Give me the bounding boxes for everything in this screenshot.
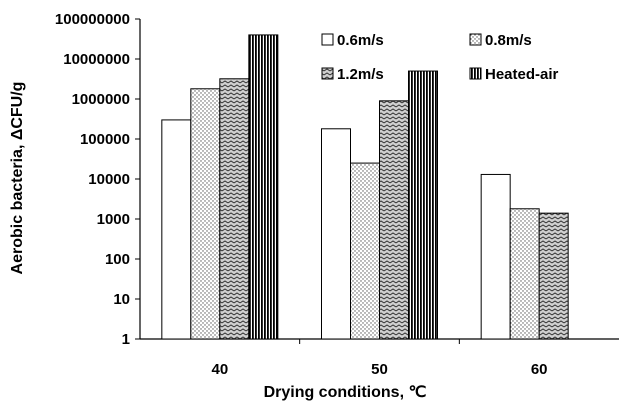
legend-label: 1.2m/s (337, 66, 384, 83)
tick-labels: 1 10 100 1000 10000 100000 1000000 10000000 1000… (55, 11, 548, 378)
x-tick-label: 60 (531, 361, 548, 378)
legend-label: Heated-air (485, 66, 559, 83)
legend-swatch (469, 67, 482, 80)
bar-0-6m-s-50 (321, 128, 351, 340)
y-tick-label: 1 (122, 331, 130, 348)
legend-swatch (321, 67, 334, 80)
x-tick-label: 40 (211, 361, 228, 378)
legend-swatch (321, 33, 334, 46)
legend-label: 0.8m/s (485, 32, 532, 49)
y-tick-label: 10 (113, 291, 130, 308)
y-tick-label: 10000000 (63, 51, 130, 68)
y-tick-label: 1000000 (72, 91, 130, 108)
legend-swatch (469, 33, 482, 46)
bar-1-2m-s-40 (219, 78, 250, 340)
y-tick-label: 10000 (88, 171, 130, 188)
bars (161, 34, 569, 340)
bar-0-6m-s-40 (161, 119, 192, 340)
bar-0-8m-s-40 (190, 88, 221, 340)
y-tick-label: 100 (105, 251, 130, 268)
y-axis-title: Aerobic bacteria, ΔCFU/g (9, 82, 26, 275)
bar-0-8m-s-50 (350, 162, 380, 340)
x-tick-label: 50 (371, 361, 388, 378)
legend: 0.6m/s 0.8m/s 1.2m/s Heated-air (321, 32, 559, 83)
bar-0-6m-s-60 (480, 173, 511, 340)
bar-0-8m-s-60 (509, 208, 540, 340)
bar-heated-air-50 (408, 70, 438, 340)
y-tick-label: 100000000 (55, 11, 130, 28)
y-tick-label: 100000 (80, 131, 130, 148)
bar-1-2m-s-50 (379, 100, 409, 340)
bar-1-2m-s-60 (538, 212, 569, 340)
legend-label: 0.6m/s (337, 32, 384, 49)
bar-heated-air-40 (248, 34, 279, 340)
x-axis-title: Drying conditions, ℃ (264, 384, 427, 401)
y-tick-label: 1000 (97, 211, 130, 228)
